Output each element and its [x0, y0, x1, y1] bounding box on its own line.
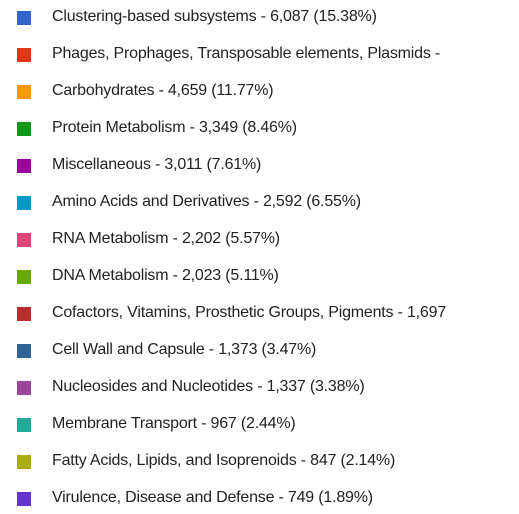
- legend-item: Virulence, Disease and Defense - 749 (1.…: [0, 487, 519, 511]
- legend-swatch: [17, 270, 31, 284]
- legend-label: Phages, Prophages, Transposable elements…: [52, 45, 441, 62]
- legend-item: Protein Metabolism - 3,349 (8.46%): [0, 117, 519, 141]
- legend-label: Virulence, Disease and Defense - 749 (1.…: [52, 489, 373, 506]
- legend-label: Fatty Acids, Lipids, and Isoprenoids - 8…: [52, 452, 396, 469]
- legend-label: Cofactors, Vitamins, Prosthetic Groups, …: [52, 304, 447, 321]
- legend-swatch: [17, 196, 31, 210]
- legend-swatch: [17, 344, 31, 358]
- legend-swatch: [17, 11, 31, 25]
- legend-item: Membrane Transport - 967 (2.44%): [0, 413, 519, 437]
- legend-item: Cell Wall and Capsule - 1,373 (3.47%): [0, 339, 519, 363]
- legend-label: Clustering-based subsystems - 6,087 (15.…: [52, 8, 377, 25]
- legend-swatch: [17, 233, 31, 247]
- legend-item: Clustering-based subsystems - 6,087 (15.…: [0, 6, 519, 30]
- legend-label: RNA Metabolism - 2,202 (5.57%): [52, 230, 280, 247]
- legend-item: Fatty Acids, Lipids, and Isoprenoids - 8…: [0, 450, 519, 474]
- legend-swatch: [17, 85, 31, 99]
- legend-label: Nucleosides and Nucleotides - 1,337 (3.3…: [52, 378, 365, 395]
- legend-item: RNA Metabolism - 2,202 (5.57%): [0, 228, 519, 252]
- legend-item: Carbohydrates - 4,659 (11.77%): [0, 80, 519, 104]
- legend-swatch: [17, 492, 31, 506]
- legend-label: DNA Metabolism - 2,023 (5.11%): [52, 267, 279, 284]
- legend-swatch: [17, 159, 31, 173]
- legend-item: Phages, Prophages, Transposable elements…: [0, 43, 519, 67]
- legend-swatch: [17, 418, 31, 432]
- legend-item: Miscellaneous - 3,011 (7.61%): [0, 154, 519, 178]
- legend-swatch: [17, 122, 31, 136]
- legend-label: Miscellaneous - 3,011 (7.61%): [52, 156, 262, 173]
- legend-label: Membrane Transport - 967 (2.44%): [52, 415, 296, 432]
- legend-item: Cofactors, Vitamins, Prosthetic Groups, …: [0, 302, 519, 326]
- legend-swatch: [17, 48, 31, 62]
- legend-label: Cell Wall and Capsule - 1,373 (3.47%): [52, 341, 317, 358]
- legend-label: Amino Acids and Derivatives - 2,592 (6.5…: [52, 193, 361, 210]
- legend-item: DNA Metabolism - 2,023 (5.11%): [0, 265, 519, 289]
- legend-swatch: [17, 307, 31, 321]
- legend-item: Nucleosides and Nucleotides - 1,337 (3.3…: [0, 376, 519, 400]
- legend-item: Amino Acids and Derivatives - 2,592 (6.5…: [0, 191, 519, 215]
- legend-swatch: [17, 455, 31, 469]
- legend-swatch: [17, 381, 31, 395]
- legend-label: Carbohydrates - 4,659 (11.77%): [52, 82, 274, 99]
- legend-label: Protein Metabolism - 3,349 (8.46%): [52, 119, 297, 136]
